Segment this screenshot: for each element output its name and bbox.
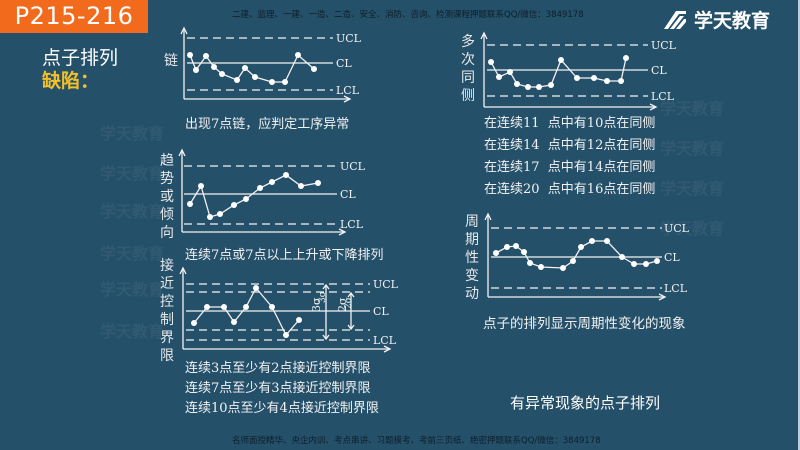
periodic-lcl-label: LCL — [664, 282, 688, 295]
near-limits-ucl-label: UCL — [373, 278, 398, 291]
sigma2-a-label: 2σ — [336, 297, 349, 312]
same-side-ucl-label: UCL — [651, 39, 676, 52]
right-edge-border — [798, 0, 800, 450]
periodic-ucl-label: UCL — [664, 222, 689, 235]
sigma3-a-label: 3σ — [310, 297, 323, 312]
same-side-caption-1: 在连续11 点中有10点在同侧 — [484, 116, 656, 131]
trend-cl-label: CL — [340, 188, 356, 201]
same-side-caption-2: 在连续14 点中有12点在同侧 — [484, 138, 656, 153]
watermark: 学天教育 — [660, 219, 725, 238]
watermark: 学天教育 — [100, 124, 165, 143]
page-tag: P215-216 — [0, 0, 148, 33]
same-side-vertical-label: 多次同侧 — [461, 34, 475, 104]
brand-name: 学天教育 — [694, 10, 771, 32]
same-side-caption-3: 在连续17 点中有14点在同侧 — [484, 160, 656, 175]
watermark: 学天教育 — [660, 179, 725, 198]
top-banner: 二建、监理、一建、一造、二造、安全、消防、咨询、检测课程押题联系QQ/微信：38… — [232, 10, 584, 20]
watermark: 学天教育 — [660, 139, 725, 158]
watermark: 学天教育 — [100, 202, 165, 221]
near-limits-caption-3: 连续10点至少有4点接近控制界限 — [185, 401, 379, 416]
periodic-caption: 点子的排列显示周期性变化的现象 — [483, 316, 686, 332]
bottom-banner: 名师面授精华、央企内训、考点串讲、习题模考、考前三页纸、绝密押题联系QQ/微信：… — [232, 436, 601, 446]
same-side-caption-4: 在连续20 点中有16点在同侧 — [484, 182, 656, 197]
chain-cl-label: CL — [336, 57, 352, 70]
same-side-lcl-label: LCL — [651, 90, 675, 103]
watermark: 学天教育 — [100, 322, 165, 341]
near-limits-cl-label: CL — [373, 305, 389, 318]
watermark: 学天教育 — [100, 164, 165, 183]
brand: 学天教育 — [662, 6, 770, 33]
section-subtitle: 缺陷： — [42, 70, 100, 92]
figure-title: 有异常现象的点子排列 — [510, 394, 661, 412]
chain-vertical-label: 链 — [164, 53, 178, 69]
watermark: 学天教育 — [100, 244, 165, 263]
trend-ucl-label: UCL — [340, 160, 365, 173]
xuetian-logo-icon — [662, 9, 688, 31]
watermark: 学天教育 — [660, 99, 725, 118]
trend-lcl-label: LCL — [340, 218, 364, 231]
near-limits-caption-1: 连续3点至少有2点接近控制界限 — [185, 361, 371, 376]
trend-vertical-label: 趋势或倾向 — [160, 153, 174, 241]
watermark: 学天教育 — [100, 280, 165, 299]
near-limits-lcl-label: LCL — [373, 334, 397, 347]
periodic-cl-label: CL — [664, 251, 680, 264]
section-title: 点子排列 — [42, 47, 119, 69]
chain-lcl-label: LCL — [336, 84, 360, 97]
chain-ucl-label: UCL — [336, 32, 361, 45]
chain-caption: 出现7点链，应判定工序异常 — [185, 117, 350, 132]
periodic-vertical-label: 周期性变动 — [465, 214, 479, 302]
near-limits-caption-2: 连续7点至少有3点接近控制界限 — [185, 381, 371, 396]
same-side-cl-label: CL — [651, 64, 667, 77]
near-limits-vertical-label: 接近控制界限 — [160, 258, 174, 364]
trend-caption: 连续7点或7点以上上升或下降排列 — [185, 248, 384, 263]
